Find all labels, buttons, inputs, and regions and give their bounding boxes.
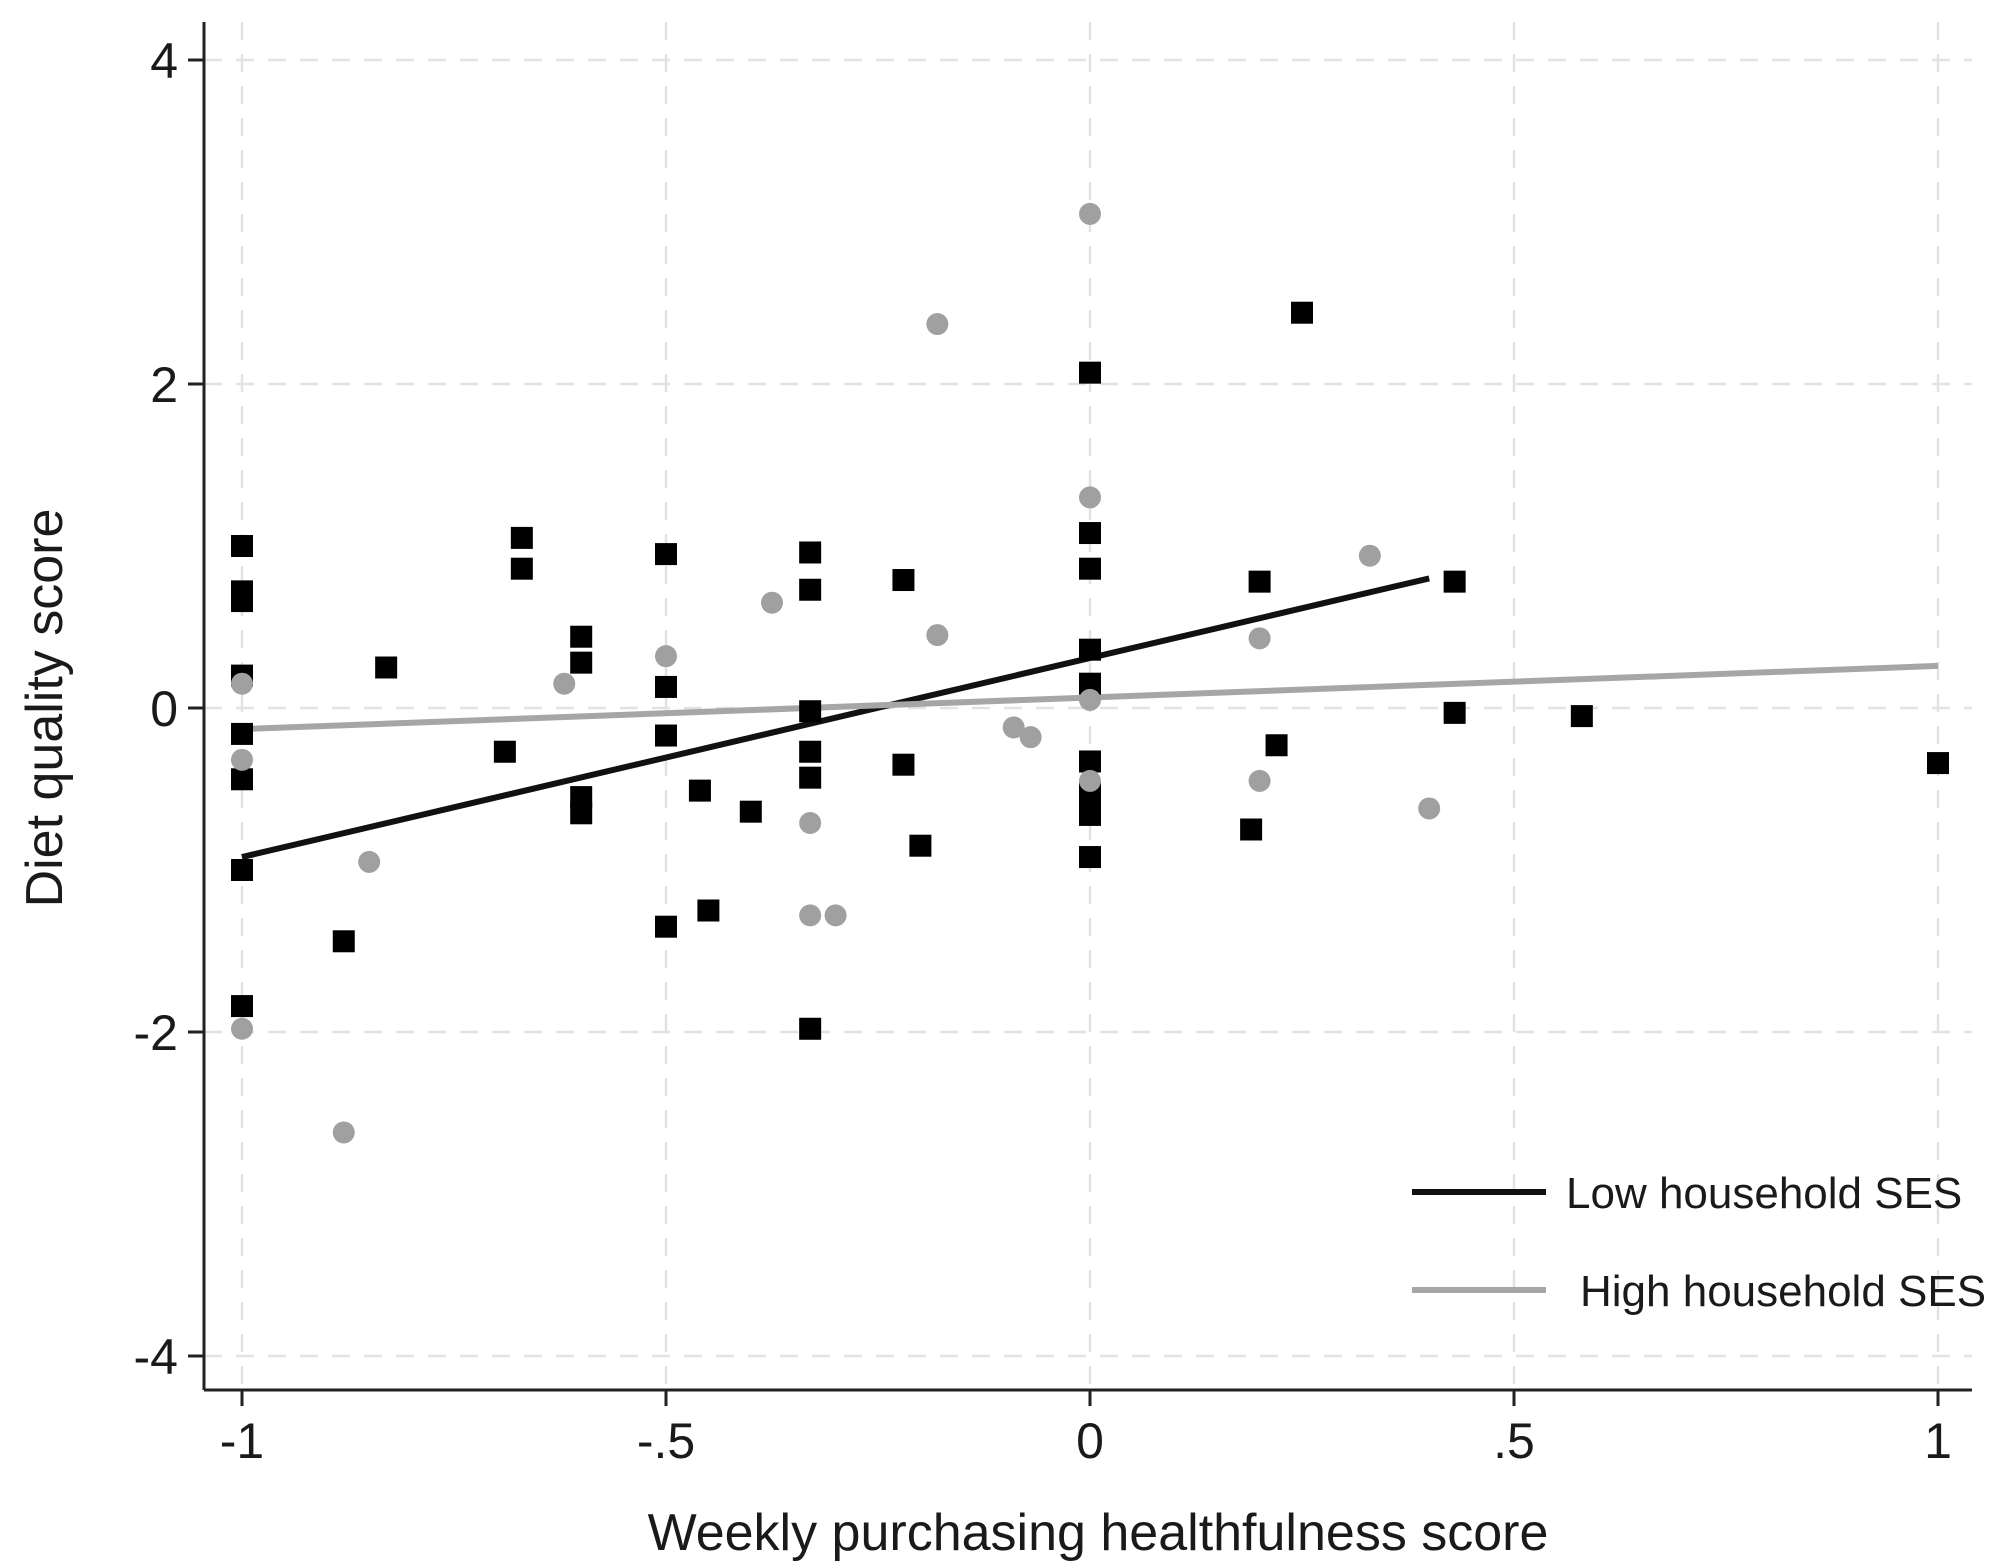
y-tick-label: 2 — [150, 357, 178, 413]
low-ses-point — [231, 590, 253, 613]
high-ses-point — [231, 748, 253, 771]
low-ses-point — [892, 569, 915, 592]
low-ses-point — [1248, 570, 1271, 593]
high-ses-point — [761, 591, 783, 614]
data-points — [231, 202, 1949, 1144]
low-ses-point — [231, 768, 253, 791]
low-ses-point — [688, 779, 711, 802]
high-ses-point — [799, 904, 822, 927]
low-ses-point — [332, 930, 355, 953]
high-ses-point — [824, 904, 847, 927]
low-ses-fit-line — [241, 575, 1430, 860]
low-ses-point — [697, 899, 720, 922]
low-ses-point — [1079, 672, 1101, 695]
low-ses-point — [375, 656, 398, 679]
high-ses-point — [1079, 688, 1101, 711]
high-ses-point — [1248, 627, 1271, 650]
high-ses-point — [926, 313, 949, 336]
y-tick-label: 0 — [150, 681, 178, 737]
high-ses-point — [231, 1017, 253, 1040]
low-ses-point — [1079, 846, 1101, 869]
low-ses-point — [655, 675, 677, 698]
x-tick-label: .5 — [1493, 1413, 1535, 1469]
low-ses-point — [1443, 701, 1466, 724]
low-ses-point — [570, 802, 593, 825]
low-ses-point — [909, 834, 932, 857]
high-ses-point — [1079, 769, 1101, 792]
low-ses-point — [1079, 361, 1101, 384]
legend-label: Low household SES — [1566, 1169, 1962, 1218]
low-ses-point — [510, 526, 533, 549]
low-ses-point — [739, 800, 762, 823]
high-ses-point — [332, 1121, 355, 1144]
y-tick-label: -4 — [134, 1329, 178, 1385]
low-ses-point — [799, 1017, 822, 1040]
low-ses-point — [1079, 803, 1101, 826]
low-ses-point — [655, 724, 677, 747]
low-ses-point — [1443, 570, 1466, 593]
low-ses-point — [1927, 752, 1949, 775]
low-ses-point — [231, 722, 253, 745]
high-ses-point — [358, 850, 381, 873]
low-ses-point — [799, 541, 822, 564]
low-ses-point — [1291, 301, 1313, 324]
x-tick-label: -.5 — [637, 1413, 695, 1469]
high-ses-point — [655, 645, 677, 668]
high-ses-point — [1358, 544, 1381, 567]
low-ses-point — [570, 625, 593, 648]
x-tick-label: 1 — [1924, 1413, 1952, 1469]
y-tick-label: -2 — [134, 1005, 178, 1061]
high-ses-point — [1079, 202, 1101, 225]
axes: -1 -.5 0 .5 1 -4 -2 0 2 4 Weekly purchasing health… — [16, 22, 1972, 1562]
low-ses-point — [231, 859, 253, 881]
y-tick-label: 4 — [150, 33, 178, 89]
high-ses-point — [1019, 726, 1042, 749]
high-ses-point — [231, 672, 253, 695]
high-ses-point — [553, 672, 576, 695]
high-ses-point — [1079, 486, 1101, 509]
low-ses-point — [1079, 750, 1101, 773]
low-ses-point — [892, 753, 915, 776]
grid-lines — [204, 22, 1972, 1390]
high-ses-point — [799, 812, 822, 835]
low-ses-point — [1079, 638, 1101, 661]
high-ses-point — [1248, 769, 1271, 792]
x-tick-label: -1 — [220, 1413, 264, 1469]
low-ses-point — [655, 543, 677, 566]
low-ses-point — [799, 578, 822, 601]
low-ses-point — [799, 740, 822, 763]
low-ses-point — [1079, 557, 1101, 580]
x-tick-label: 0 — [1076, 1413, 1104, 1469]
low-ses-point — [1079, 522, 1101, 545]
low-ses-point — [1265, 734, 1288, 757]
low-ses-point — [231, 995, 253, 1018]
low-ses-point — [510, 557, 533, 580]
low-ses-point — [655, 915, 677, 938]
low-ses-point — [799, 700, 822, 723]
y-axis-title: Diet quality score — [16, 509, 74, 908]
low-ses-point — [231, 535, 253, 557]
low-ses-point — [493, 740, 516, 763]
x-axis-title: Weekly purchasing healthfulness score — [648, 1504, 1549, 1562]
low-ses-point — [570, 651, 593, 674]
high-ses-point — [926, 624, 949, 647]
legend: Low household SES High household SES — [1412, 1169, 1986, 1316]
low-ses-point — [799, 766, 822, 789]
low-ses-point — [1570, 705, 1593, 728]
high-ses-point — [1002, 716, 1025, 739]
low-ses-point — [1240, 818, 1263, 841]
legend-label: High household SES — [1580, 1267, 1986, 1316]
high-ses-point — [1418, 797, 1441, 820]
